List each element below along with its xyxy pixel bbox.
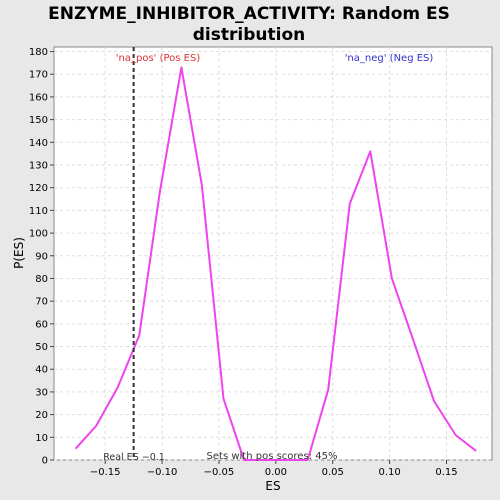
y-tick-label: 170 bbox=[29, 70, 48, 81]
y-tick-label: 0 bbox=[42, 456, 48, 467]
axes: 0 10 20 30 40 50 60 70 80 90 100 110 120 130 140 150 160… bbox=[29, 47, 458, 478]
pos-es-label: 'na_pos' (Pos ES) bbox=[116, 53, 201, 64]
y-tick-label: 140 bbox=[29, 138, 48, 149]
y-tick-label: 150 bbox=[29, 115, 48, 126]
x-tick-label: −0.10 bbox=[147, 467, 178, 478]
x-tick-label: 0.10 bbox=[378, 467, 400, 478]
y-tick-label: 60 bbox=[35, 319, 48, 330]
chart-title-line-2: distribution bbox=[193, 25, 305, 45]
x-tick-label: 0.15 bbox=[435, 467, 457, 478]
plot-area bbox=[53, 46, 493, 461]
real-es-label: Real ES −0.1 bbox=[103, 452, 165, 463]
x-tick-label: 0.00 bbox=[265, 467, 287, 478]
y-tick-label: 180 bbox=[29, 47, 48, 58]
series-layer bbox=[74, 47, 477, 461]
y-tick-label: 110 bbox=[29, 206, 48, 217]
x-axis-label: ES bbox=[265, 479, 280, 493]
y-tick-label: 100 bbox=[29, 229, 48, 240]
y-tick-label: 20 bbox=[35, 410, 48, 421]
y-tick-label: 50 bbox=[35, 342, 48, 353]
x-tick-label: 0.05 bbox=[322, 467, 344, 478]
x-tick-label: −0.15 bbox=[90, 467, 121, 478]
sets-with-pos-scores-label: Sets with pos scores: 45% bbox=[207, 451, 338, 462]
y-tick-label: 80 bbox=[35, 274, 48, 285]
y-axis-label: P(ES) bbox=[12, 237, 26, 269]
y-tick-label: 70 bbox=[35, 297, 48, 308]
y-tick-label: 120 bbox=[29, 183, 48, 194]
y-tick-label: 40 bbox=[35, 365, 48, 376]
y-tick-label: 130 bbox=[29, 161, 48, 172]
neg-es-label: 'na_neg' (Neg ES) bbox=[345, 53, 434, 64]
x-tick-label: −0.05 bbox=[204, 467, 235, 478]
y-tick-label: 10 bbox=[35, 433, 48, 444]
y-tick-label: 160 bbox=[29, 92, 48, 103]
chart-title-line-1: ENZYME_INHIBITOR_ACTIVITY: Random ES bbox=[48, 4, 450, 24]
grid bbox=[54, 47, 492, 461]
y-tick-label: 30 bbox=[35, 387, 48, 398]
es-distribution-line bbox=[74, 66, 477, 461]
y-tick-label: 90 bbox=[35, 251, 48, 262]
